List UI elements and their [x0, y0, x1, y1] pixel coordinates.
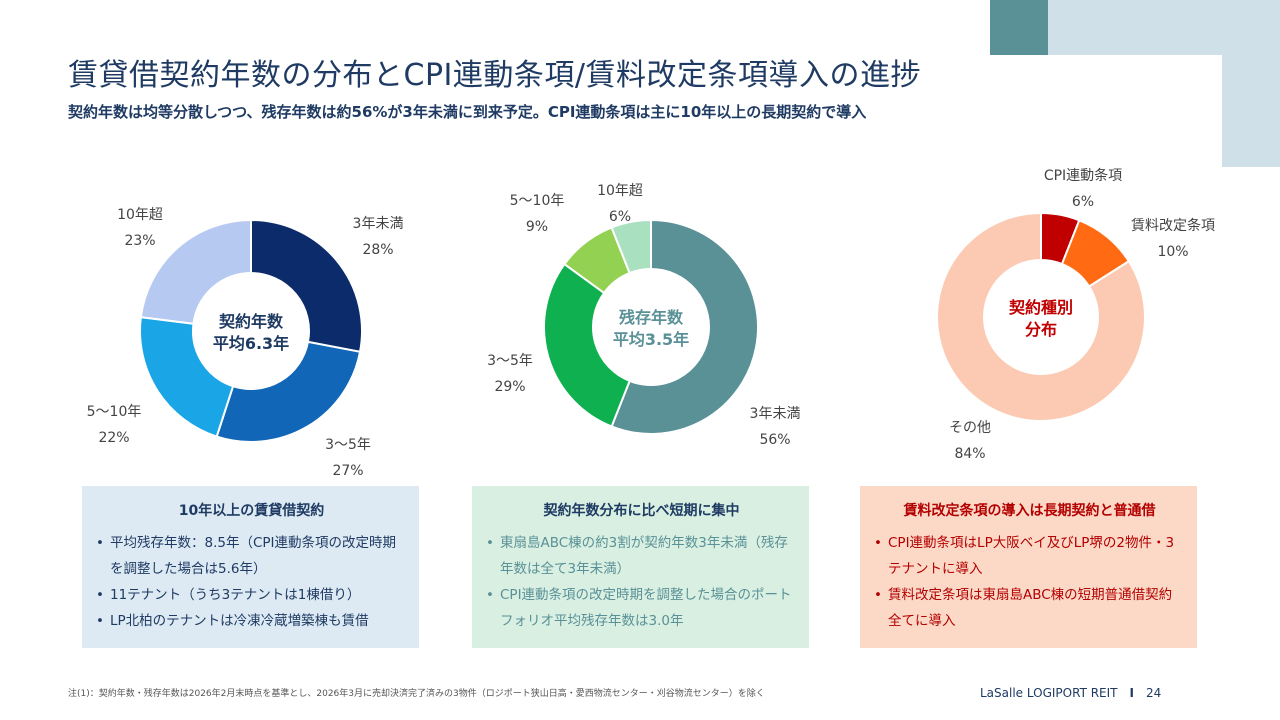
contract-years-slice-1	[215, 340, 362, 443]
contract-years-slice-pct-2: 22%	[98, 430, 129, 446]
list-item: 賃料改定条項は東扇島ABC棟の短期普通借契約全てに導入	[874, 582, 1185, 634]
contract-years-slice-2	[139, 315, 235, 438]
list-item: CPI連動条項はLP大阪ベイ及びLP堺の2物件・3テナントに導入	[874, 530, 1185, 582]
contract-years-slice-pct-0: 28%	[362, 242, 393, 258]
remaining-years-slice-1	[543, 262, 631, 428]
list-item: 東扇島ABC棟の約3割が契約年数3年未満（残存年数は全て3年未満）	[486, 530, 797, 582]
contract-type-slice-label-2: その他	[949, 420, 991, 436]
remaining-years-slice-pct-3: 6%	[609, 209, 631, 225]
remaining-years-slice-pct-0: 56%	[759, 432, 790, 448]
brand-name: LaSalle LOGIPORT REIT	[980, 686, 1118, 700]
remaining-years-slice-3	[610, 218, 652, 275]
contract-years-slice-label-0: 3年未満	[353, 216, 404, 232]
contract-type-center-label-0: 契約種別	[1008, 298, 1073, 317]
remaining-years-center-label-1: 平均3.5年	[613, 330, 689, 349]
remaining-years-slice-label-3: 10年超	[597, 183, 643, 199]
remaining-years-slice-pct-2: 9%	[526, 219, 548, 235]
contract-years-slice-pct-1: 27%	[332, 463, 363, 479]
contract-type-center-label-1: 分布	[1025, 320, 1057, 339]
remaining-years-slice-0	[610, 218, 759, 435]
info-box-long-term: 10年以上の賃貸借契約 平均残存年数：8.5年（CPI連動条項の改定時期を調整し…	[82, 486, 419, 648]
list-item: LP北柏のテナントは冷凍冷蔵増築棟も賃借	[96, 608, 407, 634]
info-box-short-term: 契約年数分布に比べ短期に集中 東扇島ABC棟の約3割が契約年数3年未満（残存年数…	[472, 486, 809, 648]
remaining-years-slice-label-0: 3年未満	[750, 406, 801, 422]
footer-separator: I	[1129, 686, 1134, 700]
list-item: CPI連動条項の改定時期を調整した場合のポートフォリオ平均残存年数は3.0年	[486, 582, 797, 634]
corner-decoration-light-vertical	[1222, 55, 1280, 167]
info-box-title: 10年以上の賃貸借契約	[178, 503, 325, 519]
info-box-list: 東扇島ABC棟の約3割が契約年数3年未満（残存年数は全て3年未満） CPI連動条…	[486, 530, 797, 634]
contract-years-center-label-0: 契約年数	[218, 312, 284, 331]
contract-years-slice-label-2: 5〜10年	[87, 404, 142, 420]
info-box-title: 賃料改定条項の導入は長期契約と普通借	[903, 503, 1156, 519]
contract-type-slice-pct-2: 84%	[954, 446, 985, 462]
remaining-years-center-label-0: 残存年数	[619, 308, 684, 327]
remaining-years-slice-label-2: 5〜10年	[510, 193, 565, 209]
remaining-years-slice-pct-1: 29%	[494, 379, 525, 395]
contract-type-slice-label-1: 賃料改定条項	[1131, 217, 1215, 234]
info-box-rent-revision: 賃料改定条項の導入は長期契約と普通借 CPI連動条項はLP大阪ベイ及びLP堺の2…	[860, 486, 1197, 648]
corner-decoration-light	[1048, 0, 1280, 55]
contract-years-slice-3	[139, 218, 252, 325]
page-title: 賃貸借契約年数の分布とCPI連動条項/賃料改定条項導入の進捗	[68, 58, 921, 93]
page-number: 24	[1145, 686, 1162, 700]
contract-years-slice-pct-3: 23%	[124, 233, 155, 249]
footer-brand: LaSalle LOGIPORT REIT I 24	[980, 686, 1161, 700]
corner-decoration-dark	[990, 0, 1048, 55]
list-item: 11テナント（うち3テナントは1棟借り）	[96, 582, 407, 608]
contract-years-slice-label-3: 10年超	[117, 207, 163, 223]
contract-years-center-label-1: 平均6.3年	[213, 334, 289, 353]
contract-type-slice-pct-1: 10%	[1157, 244, 1188, 260]
contract-type-slice-label-0: CPI連動条項	[1044, 167, 1122, 184]
page-subtitle: 契約年数は均等分散しつつ、残存年数は約56%が3年未満に到来予定。CPI連動条項…	[68, 103, 867, 121]
list-item: 平均残存年数：8.5年（CPI連動条項の改定時期を調整した場合は5.6年）	[96, 530, 407, 582]
contract-type-slice-pct-0: 6%	[1072, 194, 1094, 210]
contract-years-slice-0	[250, 218, 363, 353]
info-box-list: 平均残存年数：8.5年（CPI連動条項の改定時期を調整した場合は5.6年） 11…	[96, 530, 407, 634]
remaining-years-slice-label-1: 3〜5年	[487, 353, 533, 369]
footnote: 注(1)：契約年数・残存年数は2026年2月末時点を基準とし、2026年3月に売…	[68, 689, 765, 699]
info-box-title: 契約年数分布に比べ短期に集中	[543, 503, 740, 519]
contract-type-slice-2	[936, 211, 1146, 422]
info-box-list: CPI連動条項はLP大阪ベイ及びLP堺の2物件・3テナントに導入 賃料改定条項は…	[874, 530, 1185, 634]
contract-years-slice-label-1: 3〜5年	[325, 437, 371, 453]
